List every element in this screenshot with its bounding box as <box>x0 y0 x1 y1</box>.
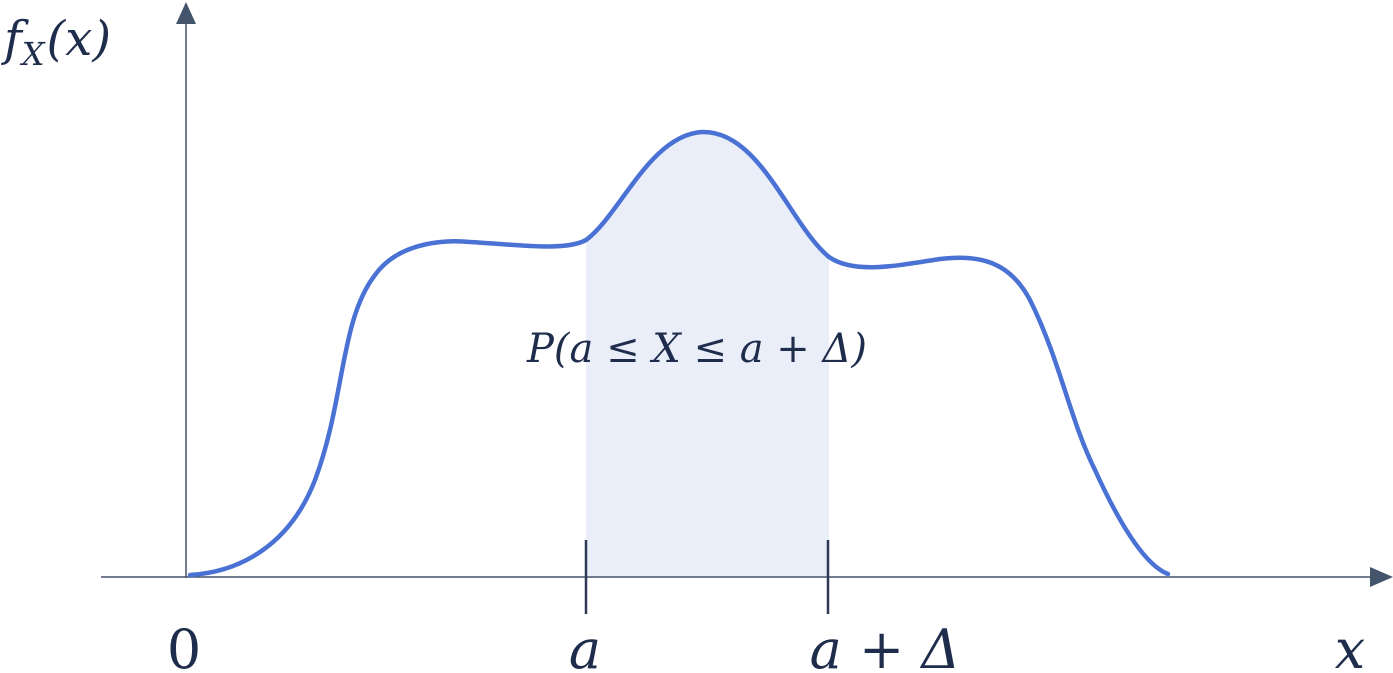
y-axis-label: fX(x) <box>1 11 111 73</box>
x-axis-label: x <box>1335 618 1365 673</box>
region-probability-label: P(a ≤ X ≤ a + Δ) <box>526 326 867 372</box>
x-axis-arrowhead <box>1370 567 1393 587</box>
y-axis-label-subscript: X <box>19 35 46 73</box>
tick-label-a-plus-delta: a + Δ <box>810 618 961 673</box>
y-axis-label-argument: (x) <box>47 11 112 67</box>
y-axis-arrowhead <box>176 2 196 24</box>
tick-label-origin: 0 <box>167 618 201 673</box>
shaded-probability-region <box>586 131 829 578</box>
tick-label-a: a <box>569 618 601 673</box>
density-curve <box>187 129 1171 578</box>
